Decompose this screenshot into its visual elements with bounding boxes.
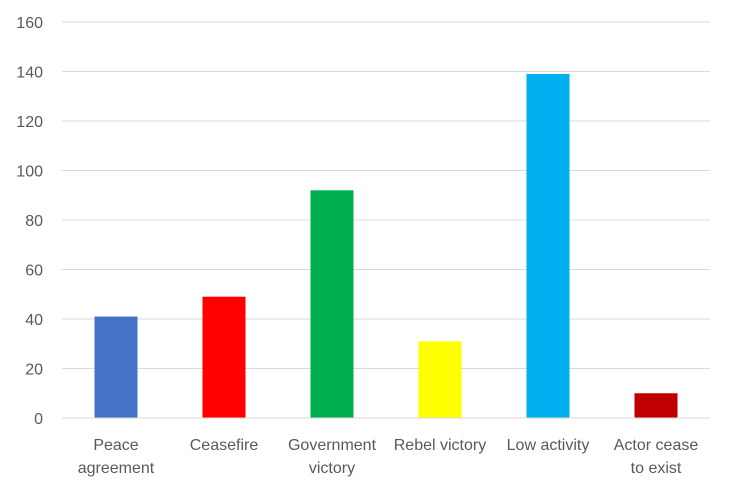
x-category-label: Low activity xyxy=(507,437,590,454)
bar xyxy=(634,393,678,418)
y-tick-label: 100 xyxy=(16,164,43,181)
y-tick-label: 120 xyxy=(16,114,43,131)
x-category-label: Peace xyxy=(93,437,138,454)
bar xyxy=(310,190,354,418)
x-category-label: Actor cease xyxy=(614,437,699,454)
x-category-label: Ceasefire xyxy=(190,437,259,454)
y-tick-label: 20 xyxy=(25,362,43,379)
x-category-label: Government xyxy=(288,437,377,454)
y-tick-label: 160 xyxy=(16,15,43,32)
x-category-label: agreement xyxy=(78,460,155,477)
bar xyxy=(202,296,246,418)
x-category-label: Rebel victory xyxy=(394,437,486,454)
bar xyxy=(418,341,462,418)
y-axis-tick-labels: 0 20 40 60 80 100 120 140 160 xyxy=(16,15,43,428)
y-tick-label: 80 xyxy=(25,213,43,230)
y-tick-label: 60 xyxy=(25,263,43,280)
x-category-label: victory xyxy=(309,460,355,477)
gridlines xyxy=(62,21,710,369)
y-tick-label: 0 xyxy=(34,411,43,428)
bars xyxy=(94,73,678,418)
x-axis-category-labels: Peace agreement Ceasefire Government victory… xyxy=(78,437,699,477)
x-category-label: to exist xyxy=(631,460,682,477)
y-tick-label: 40 xyxy=(25,312,43,329)
bar xyxy=(94,316,138,418)
bar xyxy=(526,73,570,418)
y-tick-label: 140 xyxy=(16,65,43,82)
